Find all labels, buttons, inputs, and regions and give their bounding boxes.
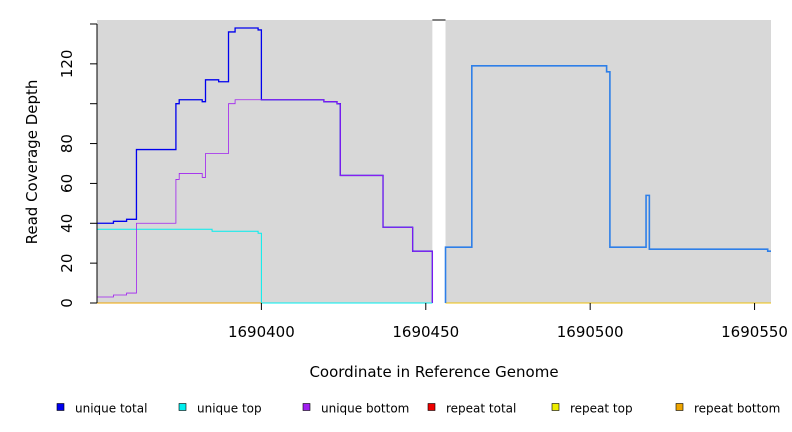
x-tick-label: 1690400 bbox=[228, 323, 295, 341]
y-tick-label: 40 bbox=[58, 214, 76, 233]
legend-swatch bbox=[302, 403, 311, 411]
plot-panels bbox=[97, 19, 771, 303]
series-line-unique-bottom bbox=[97, 99, 433, 303]
y-tick-label: 120 bbox=[58, 50, 76, 79]
series-lines bbox=[97, 27, 771, 304]
series-line-unique-top bbox=[97, 228, 433, 304]
legend-label: repeat total bbox=[446, 402, 516, 416]
legend-label: repeat top bbox=[570, 402, 633, 416]
x-tick-label: 1690500 bbox=[557, 323, 624, 341]
y-axis-label: Read Coverage Depth bbox=[23, 80, 41, 245]
legend-swatch bbox=[56, 403, 65, 411]
legend-label: unique total bbox=[75, 402, 147, 416]
legend-label: unique top bbox=[197, 402, 262, 416]
legend-swatch bbox=[551, 403, 560, 411]
legend-swatch bbox=[427, 403, 436, 411]
panel-right bbox=[445, 20, 771, 303]
x-tick-label: 1690450 bbox=[392, 323, 459, 341]
legend-swatch bbox=[675, 403, 684, 411]
panel-left bbox=[97, 20, 433, 303]
x-axis-label: Coordinate in Reference Genome bbox=[309, 363, 558, 381]
y-axis: 0 20 40 60 80 120 bbox=[58, 23, 98, 308]
y-tick-label: 80 bbox=[58, 134, 76, 153]
legend-swatch bbox=[178, 403, 187, 411]
series-line-unlabeled-6 bbox=[444, 65, 771, 303]
legend-label: repeat bottom bbox=[694, 402, 780, 416]
x-tick-label: 1690550 bbox=[721, 323, 788, 341]
y-tick-label: 0 bbox=[58, 298, 76, 308]
y-tick-label: 60 bbox=[58, 174, 76, 193]
legend-label: unique bottom bbox=[321, 402, 409, 416]
y-tick-label: 20 bbox=[58, 254, 76, 273]
legend: unique total unique top unique bottom repea… bbox=[56, 402, 780, 416]
x-axis: 1690400 1690450 1690500 1690550 bbox=[228, 303, 788, 341]
